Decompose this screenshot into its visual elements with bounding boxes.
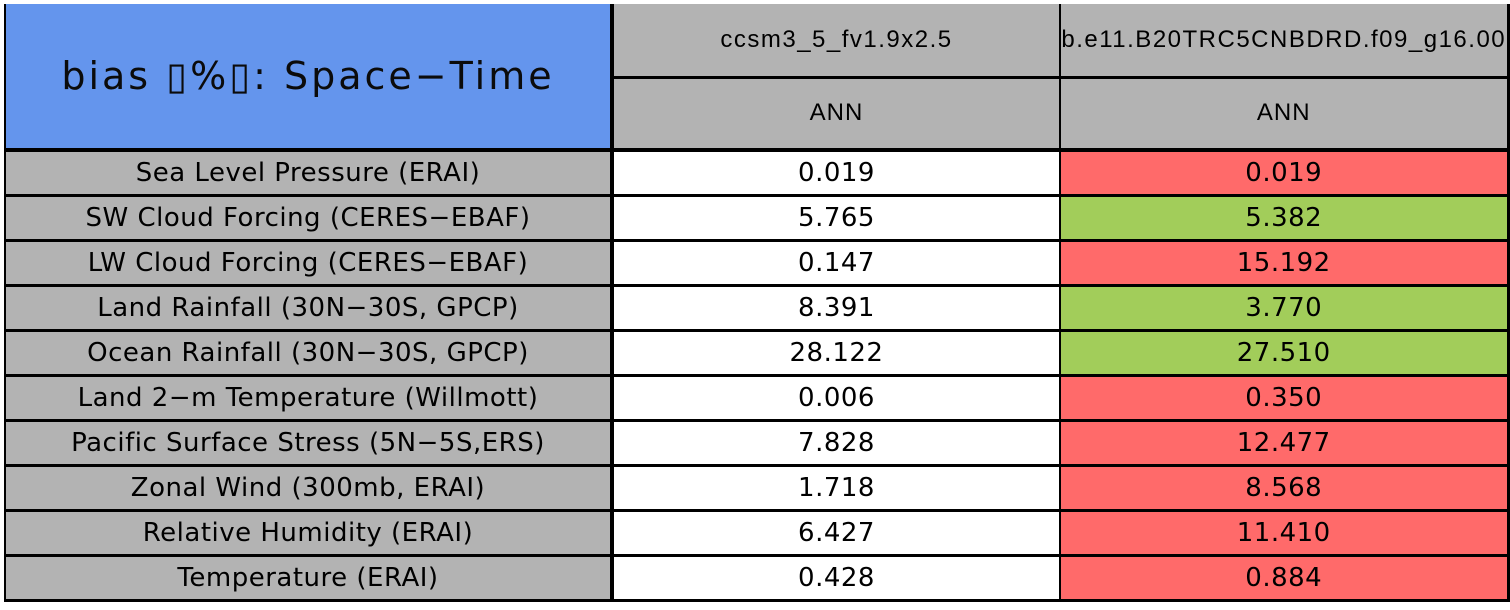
value-cell-case1: 0.147: [612, 240, 1060, 287]
table-title: bias ▯%▯: Space−Time: [4, 4, 614, 152]
row-label: Land 2−m Temperature (Willmott): [4, 375, 614, 422]
table-row: Sea Level Pressure (ERAI) 0.019 0.019: [4, 150, 1510, 197]
case-header-row: bias ▯%▯: Space−Time ccsm3_5_fv1.9x2.5 b…: [4, 4, 1510, 152]
value-cell-case2: 27.510: [1059, 330, 1510, 377]
table-row: Land 2−m Temperature (Willmott) 0.006 0.…: [4, 375, 1510, 422]
value-cell-case2: 0.019: [1059, 150, 1510, 197]
season-header-case1: ANN: [612, 77, 1060, 152]
value-cell-case2: 0.884: [1059, 555, 1510, 602]
value-cell-case2: 0.350: [1059, 375, 1510, 422]
value-cell-case2: 12.477: [1059, 420, 1510, 467]
table-row: Ocean Rainfall (30N−30S, GPCP) 28.122 27…: [4, 330, 1510, 377]
value-cell-case1: 8.391: [612, 285, 1060, 332]
row-label: Ocean Rainfall (30N−30S, GPCP): [4, 330, 614, 377]
row-label: Temperature (ERAI): [4, 555, 614, 602]
row-label: Sea Level Pressure (ERAI): [4, 150, 614, 197]
table-row: Relative Humidity (ERAI) 6.427 11.410: [4, 510, 1510, 557]
table-row: Land Rainfall (30N−30S, GPCP) 8.391 3.77…: [4, 285, 1510, 332]
row-label: Zonal Wind (300mb, ERAI): [4, 465, 614, 512]
value-cell-case1: 7.828: [612, 420, 1060, 467]
row-label: Relative Humidity (ERAI): [4, 510, 614, 557]
value-cell-case2: 8.568: [1059, 465, 1510, 512]
column-header-case2: b.e11.B20TRC5CNBDRD.f09_g16.00: [1059, 4, 1510, 79]
value-cell-case1: 0.019: [612, 150, 1060, 197]
value-cell-case1: 0.428: [612, 555, 1060, 602]
value-cell-case1: 6.427: [612, 510, 1060, 557]
value-cell-case1: 0.006: [612, 375, 1060, 422]
row-label: LW Cloud Forcing (CERES−EBAF): [4, 240, 614, 287]
table-row: SW Cloud Forcing (CERES−EBAF) 5.765 5.38…: [4, 195, 1510, 242]
metrics-table: bias ▯%▯: Space−Time ccsm3_5_fv1.9x2.5 b…: [4, 4, 1510, 602]
season-header-case2: ANN: [1059, 77, 1510, 152]
case2-name: b.e11.B20TRC5CNBDRD.f09_g16.00: [1061, 25, 1507, 53]
value-cell-case2: 3.770: [1059, 285, 1510, 332]
table-row: Zonal Wind (300mb, ERAI) 1.718 8.568: [4, 465, 1510, 512]
row-label: SW Cloud Forcing (CERES−EBAF): [4, 195, 614, 242]
table-row: Temperature (ERAI) 0.428 0.884: [4, 555, 1510, 602]
value-cell-case2: 11.410: [1059, 510, 1510, 557]
value-cell-case1: 5.765: [612, 195, 1060, 242]
row-label: Land Rainfall (30N−30S, GPCP): [4, 285, 614, 332]
value-cell-case2: 5.382: [1059, 195, 1510, 242]
season-header-row: ANN ANN: [5, 77, 1510, 152]
case1-name: ccsm3_5_fv1.9x2.5: [720, 25, 953, 53]
value-cell-case1: 1.718: [612, 465, 1060, 512]
column-header-case1: ccsm3_5_fv1.9x2.5: [612, 4, 1060, 79]
value-cell-case1: 28.122: [612, 330, 1060, 377]
table-row: LW Cloud Forcing (CERES−EBAF) 0.147 15.1…: [4, 240, 1510, 287]
row-label: Pacific Surface Stress (5N−5S,ERS): [4, 420, 614, 467]
table-row: Pacific Surface Stress (5N−5S,ERS) 7.828…: [4, 420, 1510, 467]
value-cell-case2: 15.192: [1059, 240, 1510, 287]
